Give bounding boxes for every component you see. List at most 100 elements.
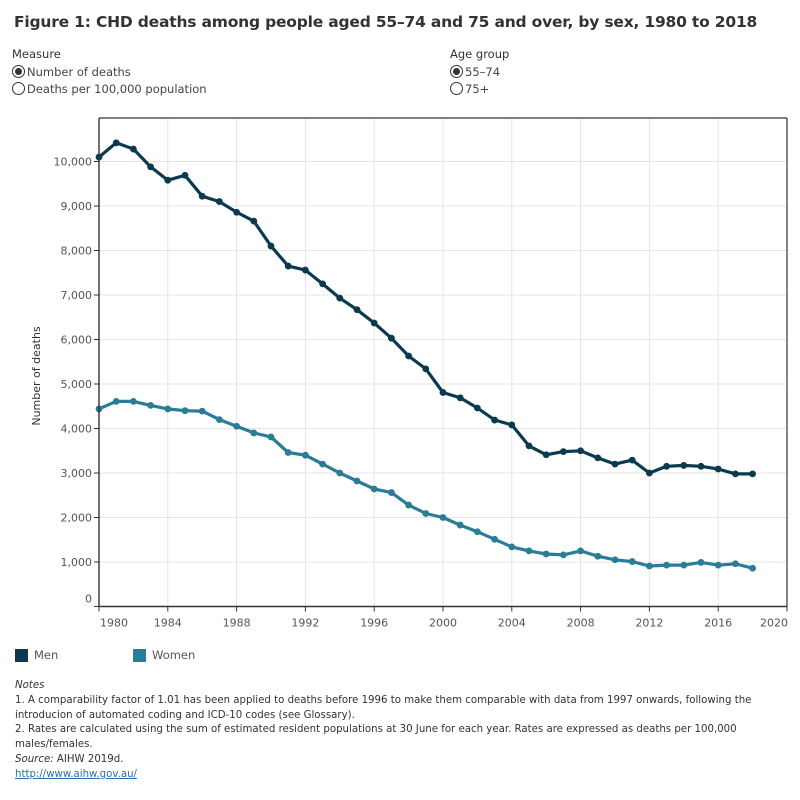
radio-unselected-icon[interactable] <box>12 82 25 95</box>
x-tick-label: 2008 <box>567 617 595 630</box>
data-point-men[interactable] <box>267 242 275 250</box>
data-point-women[interactable] <box>646 562 653 570</box>
data-point-men[interactable] <box>439 389 447 396</box>
data-point-women[interactable] <box>749 564 756 572</box>
age-group-filter-label: Age group <box>450 47 510 61</box>
data-point-women[interactable] <box>680 561 688 569</box>
data-point-men[interactable] <box>250 217 258 225</box>
data-point-men[interactable] <box>474 404 481 412</box>
x-tick-label: 2016 <box>704 617 732 630</box>
data-point-women[interactable] <box>284 449 292 456</box>
data-point-men[interactable] <box>611 460 619 468</box>
data-point-women[interactable] <box>697 559 705 566</box>
data-point-women[interactable] <box>491 535 498 543</box>
chart-title: Figure 1: CHD deaths among people aged 5… <box>14 13 758 31</box>
data-point-men[interactable] <box>216 198 223 205</box>
data-point-women[interactable] <box>525 547 533 555</box>
data-point-men[interactable] <box>560 448 567 456</box>
data-point-women[interactable] <box>198 407 206 415</box>
data-point-men[interactable] <box>749 470 756 478</box>
source-text: AIHW 2019d. <box>53 753 124 765</box>
data-point-men[interactable] <box>422 365 430 373</box>
data-point-men[interactable] <box>302 266 309 274</box>
y-tick-label: 2,000 <box>61 512 93 525</box>
data-point-women[interactable] <box>181 407 189 415</box>
radio-unselected-icon[interactable] <box>450 82 463 95</box>
data-point-women[interactable] <box>628 558 636 565</box>
data-point-women[interactable] <box>456 521 464 529</box>
data-point-women[interactable] <box>594 552 602 560</box>
data-point-men[interactable] <box>663 462 670 470</box>
data-point-men[interactable] <box>336 294 344 302</box>
data-point-men[interactable] <box>491 416 498 424</box>
data-point-men[interactable] <box>147 163 155 171</box>
data-point-men[interactable] <box>542 451 550 459</box>
measure-filter-label: Measure <box>12 47 61 61</box>
data-point-men[interactable] <box>284 262 292 270</box>
data-point-men[interactable] <box>646 469 653 477</box>
data-point-men[interactable] <box>198 192 206 200</box>
radio-selected-icon[interactable] <box>450 65 463 78</box>
x-tick-label: 2012 <box>635 617 663 630</box>
data-point-women[interactable] <box>732 560 739 568</box>
data-point-women[interactable] <box>714 561 722 569</box>
data-point-women[interactable] <box>577 547 584 555</box>
data-point-women[interactable] <box>611 556 619 564</box>
data-point-women[interactable] <box>474 528 481 536</box>
data-point-men[interactable] <box>405 352 412 360</box>
data-point-women[interactable] <box>388 489 395 496</box>
data-point-women[interactable] <box>508 543 516 551</box>
data-point-men[interactable] <box>130 145 137 153</box>
data-point-men[interactable] <box>370 319 378 327</box>
x-tick-label: 1996 <box>360 617 388 630</box>
data-point-women[interactable] <box>130 397 137 405</box>
measure-option-deaths-per-100000[interactable]: Deaths per 100,000 population <box>12 80 207 97</box>
data-point-women[interactable] <box>319 460 326 468</box>
x-tick-label: 1988 <box>223 617 251 630</box>
data-point-women[interactable] <box>250 429 258 437</box>
data-point-men[interactable] <box>353 306 361 314</box>
data-point-women[interactable] <box>336 469 344 477</box>
data-point-women[interactable] <box>405 501 412 509</box>
data-point-men[interactable] <box>628 456 636 464</box>
data-point-women[interactable] <box>267 433 275 441</box>
data-point-men[interactable] <box>112 139 120 147</box>
data-point-women[interactable] <box>663 561 670 569</box>
aihw-link[interactable]: http://www.aihw.gov.au/ <box>15 768 137 780</box>
legend-item-men[interactable]: Men <box>15 648 133 662</box>
data-point-women[interactable] <box>233 422 241 430</box>
series-points <box>95 139 756 572</box>
measure-option-number-of-deaths[interactable]: Number of deaths <box>12 63 207 80</box>
data-point-men[interactable] <box>164 176 172 184</box>
data-point-women[interactable] <box>560 551 567 559</box>
data-point-men[interactable] <box>233 208 241 216</box>
data-point-women[interactable] <box>147 401 155 409</box>
data-point-men[interactable] <box>508 421 516 429</box>
data-point-men[interactable] <box>732 470 739 478</box>
legend-item-women[interactable]: Women <box>133 648 195 662</box>
data-point-women[interactable] <box>422 510 430 517</box>
radio-selected-icon[interactable] <box>12 65 25 78</box>
y-tick-label: 1,000 <box>61 556 93 569</box>
data-point-women[interactable] <box>216 416 223 423</box>
data-point-men[interactable] <box>714 465 722 473</box>
age-group-option-55-74[interactable]: 55–74 <box>450 63 509 80</box>
data-point-men[interactable] <box>697 462 705 470</box>
data-point-men[interactable] <box>577 447 584 455</box>
data-point-men[interactable] <box>594 454 602 462</box>
data-point-women[interactable] <box>439 514 447 521</box>
data-point-women[interactable] <box>370 485 378 493</box>
data-point-men[interactable] <box>456 394 464 402</box>
data-point-men[interactable] <box>319 280 326 288</box>
age-group-option-75-plus[interactable]: 75+ <box>450 80 509 97</box>
data-point-women[interactable] <box>164 405 172 413</box>
data-point-men[interactable] <box>680 462 688 469</box>
data-point-women[interactable] <box>302 451 309 459</box>
age-group-option-label: 55–74 <box>465 64 501 79</box>
data-point-men[interactable] <box>388 334 395 342</box>
data-point-women[interactable] <box>542 550 550 558</box>
data-point-men[interactable] <box>181 171 189 179</box>
data-point-men[interactable] <box>525 442 533 450</box>
data-point-women[interactable] <box>112 397 120 405</box>
data-point-women[interactable] <box>353 477 361 485</box>
